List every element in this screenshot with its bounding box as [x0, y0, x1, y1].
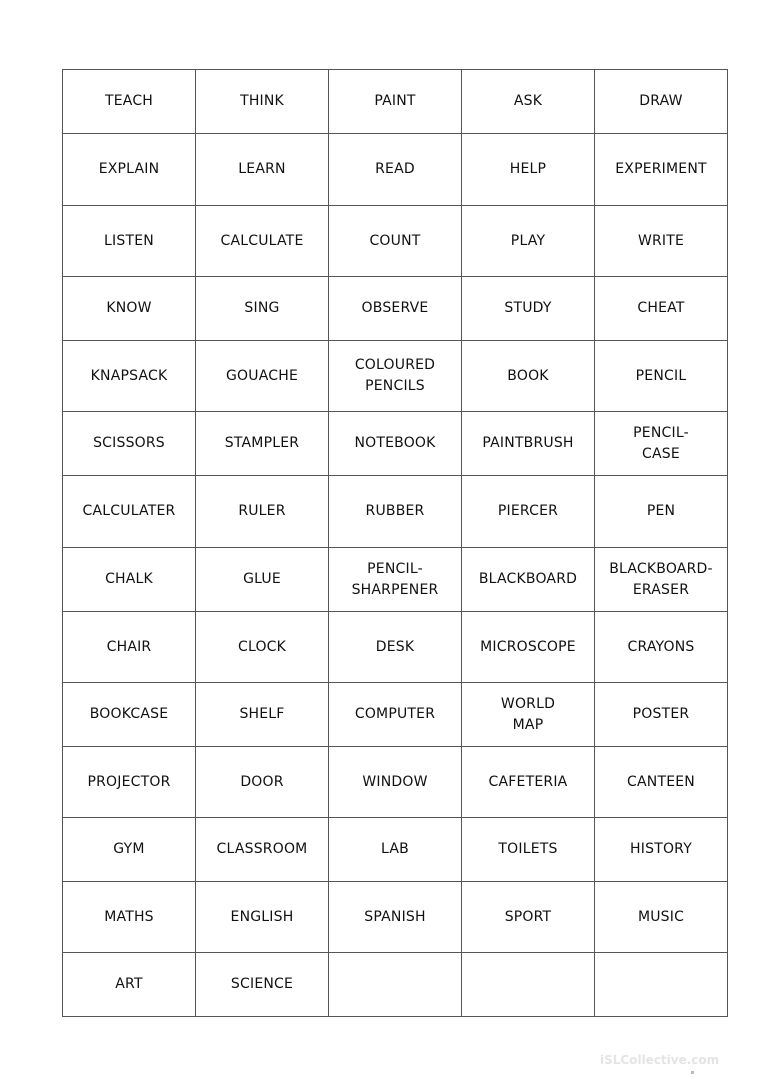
word-cell: COMPUTER [328, 682, 462, 747]
table-row: KNOW SING OBSERVE STUDY CHEAT [62, 276, 728, 341]
word-cell: CHEAT [594, 276, 728, 341]
word-cell: GOUACHE [195, 340, 329, 412]
word-cell: CLOCK [195, 611, 329, 683]
watermark: iSLCollective.com [600, 1053, 720, 1067]
word-cell: WINDOW [328, 746, 462, 818]
word-cell: LAB [328, 817, 462, 882]
word-cell: LISTEN [62, 205, 196, 277]
word-cell: SPORT [461, 881, 595, 953]
table-row: PROJECTOR DOOR WINDOW CAFETERIA CANTEEN [62, 746, 728, 818]
word-cell: DOOR [195, 746, 329, 818]
word-cell: RUBBER [328, 475, 462, 548]
word-cell: OBSERVE [328, 276, 462, 341]
table-row: EXPLAIN LEARN READ HELP EXPERIMENT [62, 133, 728, 206]
word-cell: KNOW [62, 276, 196, 341]
word-cell: GLUE [195, 547, 329, 612]
word-cell: CLASSROOM [195, 817, 329, 882]
word-cell: STUDY [461, 276, 595, 341]
word-cell [461, 952, 595, 1017]
word-cell: CALCULATE [195, 205, 329, 277]
word-card-table: TEACH THINK PAINT ASK DRAW EXPLAIN LEARN READ HE… [62, 69, 728, 1017]
table-row: GYM CLASSROOM LAB TOILETS HISTORY [62, 817, 728, 882]
word-cell: COLOURED PENCILS [328, 340, 462, 412]
word-cell: TOILETS [461, 817, 595, 882]
word-cell: ASK [461, 69, 595, 134]
word-cell: CAFETERIA [461, 746, 595, 818]
word-cell: CANTEEN [594, 746, 728, 818]
word-cell: SCIENCE [195, 952, 329, 1017]
word-cell: PAINT [328, 69, 462, 134]
table-row: SCISSORS STAMPLER NOTEBOOK PAINTBRUSH PENCIL… [62, 411, 728, 476]
word-cell: PENCIL- SHARPENER [328, 547, 462, 612]
word-cell: CALCULATER [62, 475, 196, 548]
word-cell: ART [62, 952, 196, 1017]
table-row: BOOKCASE SHELF COMPUTER WORLD MAP POSTER [62, 682, 728, 747]
word-cell: BLACKBOARD- ERASER [594, 547, 728, 612]
word-cell: MUSIC [594, 881, 728, 953]
word-cell: EXPERIMENT [594, 133, 728, 206]
word-cell: PENCIL [594, 340, 728, 412]
word-cell: HELP [461, 133, 595, 206]
word-cell: NOTEBOOK [328, 411, 462, 476]
table-row: ART SCIENCE [62, 952, 728, 1017]
table-row: TEACH THINK PAINT ASK DRAW [62, 69, 728, 134]
word-cell: HISTORY [594, 817, 728, 882]
word-cell: COUNT [328, 205, 462, 277]
word-cell: PENCIL- CASE [594, 411, 728, 476]
word-cell: TEACH [62, 69, 196, 134]
word-cell: BLACKBOARD [461, 547, 595, 612]
word-cell: PEN [594, 475, 728, 548]
word-cell: PIERCER [461, 475, 595, 548]
word-cell: READ [328, 133, 462, 206]
word-cell: KNAPSACK [62, 340, 196, 412]
table-row: KNAPSACK GOUACHE COLOURED PENCILS BOOK PENCI… [62, 340, 728, 412]
watermark-dot [691, 1071, 694, 1074]
word-cell: POSTER [594, 682, 728, 747]
word-cell: DESK [328, 611, 462, 683]
word-cell: WRITE [594, 205, 728, 277]
table-row: CHAIR CLOCK DESK MICROSCOPE CRAYONS [62, 611, 728, 683]
word-cell: EXPLAIN [62, 133, 196, 206]
word-cell: THINK [195, 69, 329, 134]
word-cell: PLAY [461, 205, 595, 277]
word-cell: DRAW [594, 69, 728, 134]
word-cell: PAINTBRUSH [461, 411, 595, 476]
word-cell: SCISSORS [62, 411, 196, 476]
word-cell: MATHS [62, 881, 196, 953]
word-cell: CHALK [62, 547, 196, 612]
table-row: LISTEN CALCULATE COUNT PLAY WRITE [62, 205, 728, 277]
word-cell: SPANISH [328, 881, 462, 953]
word-cell: BOOK [461, 340, 595, 412]
word-cell: CHAIR [62, 611, 196, 683]
word-cell: RULER [195, 475, 329, 548]
word-cell: PROJECTOR [62, 746, 196, 818]
table-row: CHALK GLUE PENCIL- SHARPENER BLACKBOARD BLAC… [62, 547, 728, 612]
word-cell: ENGLISH [195, 881, 329, 953]
word-cell [594, 952, 728, 1017]
word-cell: GYM [62, 817, 196, 882]
word-cell: SHELF [195, 682, 329, 747]
word-cell: MICROSCOPE [461, 611, 595, 683]
table-row: CALCULATER RULER RUBBER PIERCER PEN [62, 475, 728, 548]
word-cell: SING [195, 276, 329, 341]
word-cell [328, 952, 462, 1017]
word-cell: LEARN [195, 133, 329, 206]
word-cell: CRAYONS [594, 611, 728, 683]
word-cell: STAMPLER [195, 411, 329, 476]
word-cell: WORLD MAP [461, 682, 595, 747]
table-row: MATHS ENGLISH SPANISH SPORT MUSIC [62, 881, 728, 953]
word-cell: BOOKCASE [62, 682, 196, 747]
